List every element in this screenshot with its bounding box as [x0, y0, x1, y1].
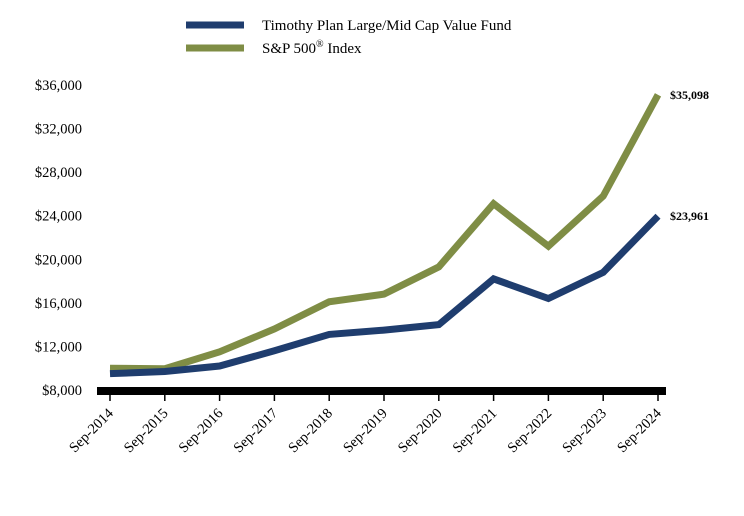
- y-tick-label: $28,000: [35, 165, 82, 181]
- end-label-fund: $23,961: [670, 209, 709, 223]
- x-axis: Sep-2014 Sep-2015 Sep-2016 Sep-2017 Sep-2018…: [66, 387, 666, 456]
- x-tick-label: Sep-2014: [66, 405, 117, 456]
- x-tick-label: Sep-2020: [395, 406, 446, 457]
- x-axis-line: [97, 387, 666, 395]
- y-axis: $8,000 $12,000 $16,000 $20,000 $24,000 $28,00…: [35, 78, 82, 399]
- x-tick-label: Sep-2019: [340, 406, 391, 457]
- x-tick-label: Sep-2018: [285, 406, 336, 457]
- legend-label-fund: Timothy Plan Large/Mid Cap Value Fund: [262, 18, 512, 34]
- end-label-index: $35,098: [670, 88, 709, 102]
- y-tick-label: $16,000: [35, 296, 82, 312]
- x-tick-label: Sep-2022: [505, 406, 556, 457]
- legend: Timothy Plan Large/Mid Cap Value Fund S&…: [186, 18, 512, 57]
- y-tick-label: $24,000: [35, 209, 82, 225]
- y-tick-label: $32,000: [35, 122, 82, 138]
- y-tick-label: $36,000: [35, 78, 82, 94]
- y-tick-label: $12,000: [35, 339, 82, 355]
- series-line-fund: [109, 213, 661, 378]
- series-lines: [109, 93, 662, 378]
- y-tick-label: $8,000: [42, 383, 82, 399]
- x-tick-label: Sep-2024: [614, 405, 665, 456]
- x-tick-label: Sep-2021: [450, 406, 501, 457]
- end-labels: $23,961 $35,098: [670, 88, 709, 223]
- x-tick-label: Sep-2017: [231, 406, 282, 457]
- series-line-index: [109, 93, 662, 373]
- x-tick-label: Sep-2023: [559, 406, 610, 457]
- x-tick-label: Sep-2016: [176, 406, 227, 457]
- legend-label-index: S&P 500® Index: [262, 39, 362, 57]
- x-tick-label: Sep-2015: [121, 406, 172, 457]
- y-tick-label: $20,000: [35, 252, 82, 268]
